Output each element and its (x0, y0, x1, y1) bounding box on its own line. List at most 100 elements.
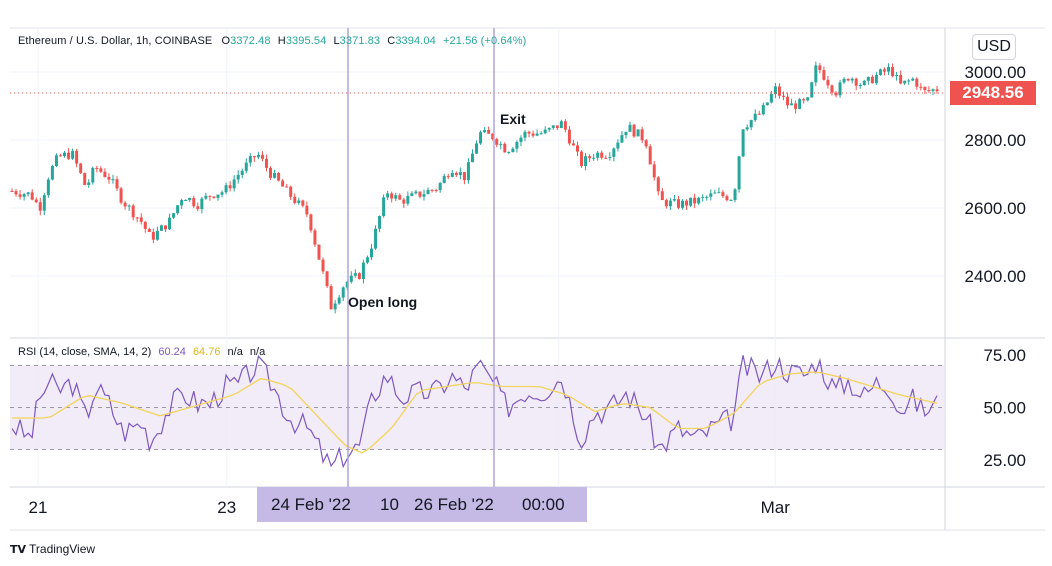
candle-body (523, 131, 527, 138)
candle-body (571, 143, 575, 146)
candle-body (580, 151, 584, 167)
candle-body (236, 174, 240, 180)
candle-body (927, 90, 931, 92)
candle-body (172, 213, 176, 218)
candle-body (576, 145, 580, 152)
candle-body (721, 192, 725, 197)
date-right: 26 Feb '22 (414, 495, 494, 514)
candle-body (365, 257, 369, 263)
candle-body (317, 244, 321, 260)
candle-body (256, 154, 260, 158)
candle-body (786, 96, 790, 106)
candle-body (382, 197, 386, 217)
candle-body (769, 94, 773, 103)
candle-body (462, 172, 466, 181)
candle-body (620, 135, 624, 143)
candle-body (349, 275, 353, 282)
candle-body (773, 86, 777, 95)
tradingview-branding[interactable]: TV TradingView (10, 542, 95, 556)
candle-body (184, 199, 188, 201)
candle-body (527, 131, 531, 134)
candle-body (551, 125, 555, 128)
candle-body (232, 179, 236, 189)
candle-body (228, 185, 232, 189)
candle-body (818, 65, 822, 71)
candle-body (672, 199, 676, 201)
candle-body (260, 154, 264, 159)
candle-body (50, 166, 54, 180)
candle-body (196, 206, 200, 210)
candle-body (83, 172, 87, 185)
candle-body (18, 194, 22, 197)
candle-body (567, 129, 571, 144)
candle-body (660, 191, 664, 201)
candle-body (874, 74, 878, 84)
candle-body (782, 95, 786, 97)
candle-body (685, 200, 689, 206)
candle-body (826, 79, 830, 86)
candle-body (42, 195, 46, 211)
candle-body (729, 199, 733, 201)
rsi-value: 60.24 (158, 346, 186, 358)
candle-body (503, 143, 507, 153)
candle-body (398, 195, 402, 200)
h-value: 3395.54 (285, 35, 327, 47)
candle-body (713, 192, 717, 194)
candle-body (628, 124, 632, 132)
candle-body (822, 70, 826, 80)
candles (10, 61, 945, 314)
candle-body (458, 172, 462, 176)
candle-body (632, 124, 636, 137)
candle-body (495, 139, 499, 145)
candle-body (664, 200, 668, 207)
currency-button[interactable]: USD (972, 34, 1016, 60)
candle-body (870, 76, 874, 84)
candle-body (891, 67, 895, 77)
candle-body (38, 202, 42, 211)
candle-body (87, 182, 91, 185)
candle-body (67, 152, 71, 159)
candle-body (511, 148, 515, 153)
candle-body (293, 196, 297, 203)
candle-body (862, 80, 866, 86)
candle-body (26, 192, 30, 195)
candle-body (717, 192, 721, 194)
candle-body (313, 230, 317, 245)
candle-body (519, 137, 523, 142)
time-tick-label: 21 (29, 498, 48, 517)
symbol-label: Ethereum / U.S. Dollar, 1h, COINBASE (18, 35, 213, 47)
candle-body (466, 162, 470, 181)
candle-body (127, 205, 131, 207)
candle-body (309, 214, 313, 231)
candle-body (107, 176, 111, 180)
candle-body (176, 205, 180, 214)
candle-body (99, 168, 103, 172)
time-tick-label: 23 (217, 498, 236, 517)
candle-body (374, 228, 378, 249)
candle-body (725, 196, 729, 201)
candle-body (798, 99, 802, 109)
candle-body (475, 143, 479, 154)
candle-body (406, 195, 410, 204)
candle-body (765, 102, 769, 106)
candle-body (935, 89, 939, 92)
candle-body (434, 189, 438, 191)
candle-body (741, 129, 745, 157)
candle-body (547, 127, 551, 130)
candle-body (854, 78, 858, 86)
candle-body (911, 78, 915, 81)
candle-body (430, 189, 434, 191)
candle-body (846, 78, 850, 81)
candle-body (402, 199, 406, 204)
current-price-badge: 2948.56 (950, 81, 1036, 105)
candle-body (830, 85, 834, 93)
candle-body (301, 200, 305, 206)
price-tick-label: 2600.00 (965, 199, 1026, 218)
candle-body (123, 202, 127, 207)
candle-body (479, 132, 483, 144)
candle-body (139, 217, 143, 222)
candle-body (709, 193, 713, 197)
candle-body (192, 197, 196, 207)
candle-body (866, 76, 870, 81)
candle-body (111, 179, 115, 181)
